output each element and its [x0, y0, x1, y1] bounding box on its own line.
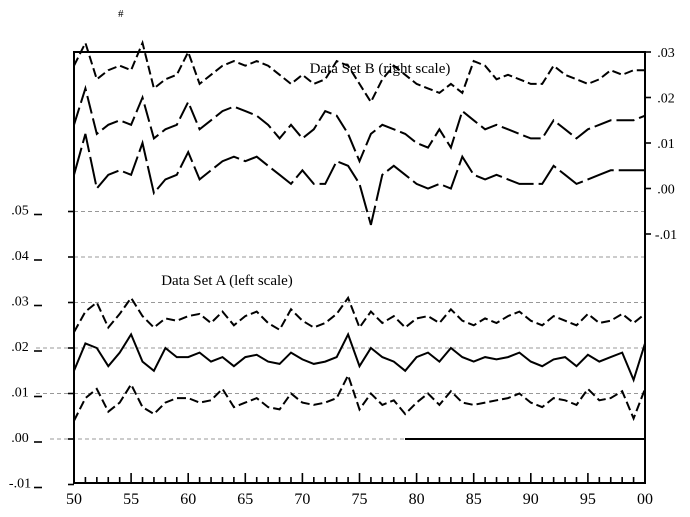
annotation-label: Data Set B (right scale) — [310, 61, 451, 77]
x-tick-label: 90 — [523, 491, 539, 508]
left-tick-label: -.01 — [9, 477, 31, 492]
annotations: Data Set B (right scale) Data Set A (left… — [161, 61, 450, 289]
x-tick-label: 70 — [294, 491, 310, 508]
series-line-b-2 — [73, 133, 645, 226]
left-tick-label: .01 — [11, 386, 29, 401]
axis-labels: 50 55 60 65 70 75 80 85 90 95 00 .05 .04 .03 .02 .01 .00… — [9, 46, 677, 508]
right-tick-label: .02 — [657, 92, 675, 107]
series-lines — [73, 39, 646, 422]
right-tick-label: .01 — [657, 137, 675, 152]
plot-frame — [73, 51, 646, 484]
right-tick-label: .03 — [657, 46, 675, 61]
left-tick-label: .03 — [11, 295, 29, 310]
x-tick-label: 60 — [180, 491, 196, 508]
x-tick-label: 85 — [466, 491, 482, 508]
x-tick-label: 50 — [66, 491, 82, 508]
right-tick-label: -.01 — [655, 228, 677, 243]
page-marker: # — [118, 8, 124, 20]
right-tick-label: .00 — [657, 183, 675, 198]
series-line-a-3 — [73, 295, 646, 333]
x-tick-label: 00 — [637, 491, 653, 508]
x-tick-label: 80 — [409, 491, 425, 508]
left-tick-label: .00 — [11, 431, 29, 446]
left-tick-label: .05 — [11, 204, 29, 219]
plot-frame-rect — [73, 51, 646, 484]
series-line-b-0 — [73, 39, 645, 105]
x-tick-label: 65 — [237, 491, 253, 508]
x-tick-label: 75 — [352, 491, 368, 508]
left-tick-label: .04 — [11, 249, 29, 264]
series-line-a-4 — [73, 331, 646, 383]
x-tick-label: 95 — [580, 491, 596, 508]
annotation-label: Data Set A (left scale) — [161, 273, 293, 289]
reference-lines — [36, 211, 645, 440]
x-tick-label: 55 — [123, 491, 139, 508]
series-line-b-1 — [73, 84, 646, 164]
axis-ticks — [34, 51, 651, 489]
series-line-a-5 — [73, 372, 646, 422]
left-tick-label: .02 — [11, 340, 29, 355]
